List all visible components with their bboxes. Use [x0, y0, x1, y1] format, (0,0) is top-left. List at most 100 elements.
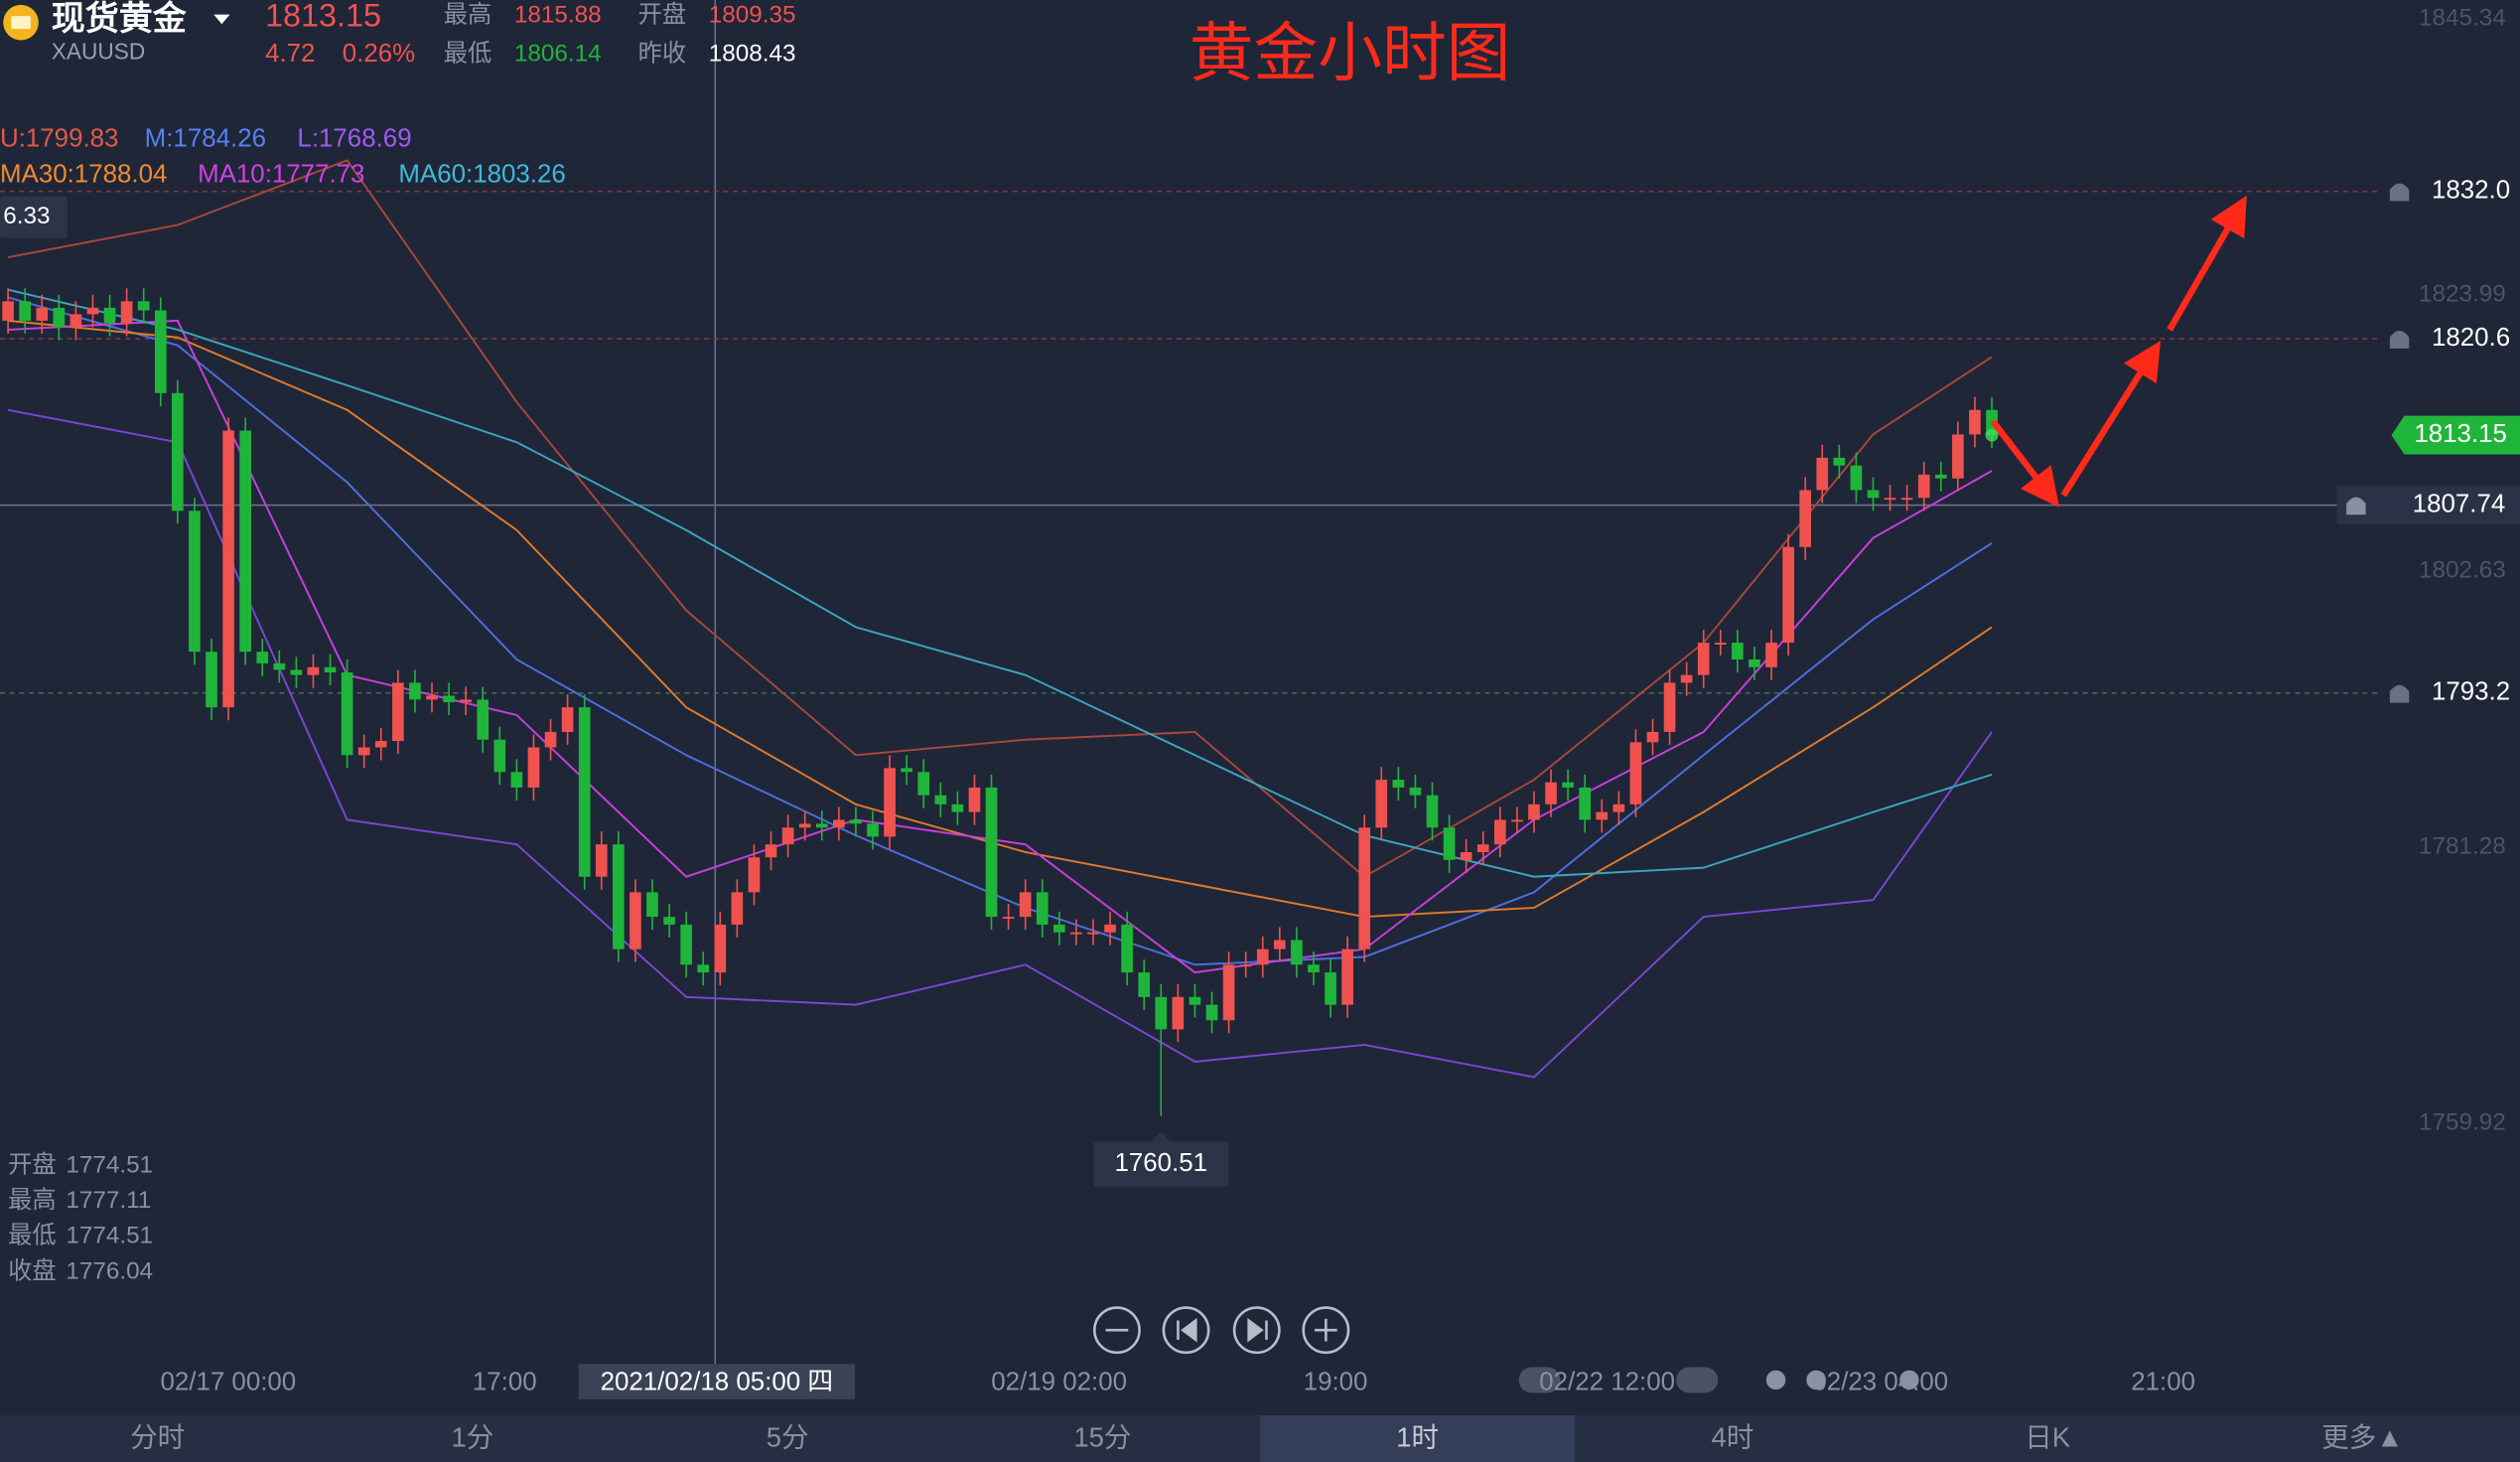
candle-body: [357, 747, 370, 756]
candle-body: [985, 787, 998, 918]
indicator-line: [7, 408, 1993, 1079]
x-axis-label: 21:00: [2131, 1368, 2195, 1395]
toggle[interactable]: [1806, 1370, 1826, 1390]
candle-body: [460, 699, 472, 702]
annotation-arrow: [2167, 195, 2247, 332]
tab-label[interactable]: 1分: [451, 1422, 493, 1453]
candle-body: [1680, 674, 1693, 683]
candle-body: [1732, 643, 1744, 660]
candle-body: [1952, 434, 1964, 479]
candle-body: [1070, 932, 1082, 935]
candle-body: [206, 652, 217, 708]
x-axis-label: 2021/02/18 05:00 四: [601, 1368, 834, 1395]
tab[interactable]: [1890, 1415, 2205, 1462]
toggle[interactable]: [1765, 1370, 1786, 1390]
candle-body: [1749, 659, 1760, 667]
toggle[interactable]: [1518, 1367, 1561, 1393]
candle-body: [714, 924, 727, 973]
alert-label: 1820.6: [2432, 324, 2510, 352]
candle-body: [1765, 643, 1777, 667]
instrument-name[interactable]: 现货黄金: [52, 0, 188, 38]
tab[interactable]: [1575, 1415, 1890, 1462]
toggle[interactable]: [1676, 1367, 1719, 1393]
candle-body: [477, 699, 490, 740]
candle-body: [1782, 546, 1794, 644]
change-pct: 0.26%: [343, 40, 415, 68]
candle-body: [527, 747, 540, 788]
tab-label[interactable]: 分时: [130, 1422, 185, 1453]
toggle[interactable]: [1899, 1370, 1919, 1390]
zoom-in[interactable]: [1302, 1306, 1350, 1355]
candle-body: [324, 666, 337, 673]
y-tick-label: 1823.99: [2419, 280, 2506, 307]
candle-body: [1291, 940, 1303, 965]
tab[interactable]: [944, 1415, 1260, 1462]
tab[interactable]: [630, 1415, 945, 1462]
candle-body: [798, 823, 811, 828]
low-marker-label: 1760.51: [1115, 1149, 1208, 1177]
x-axis-label: 02/17 00:00: [160, 1368, 296, 1395]
candle-body: [901, 768, 912, 773]
candle-body: [86, 307, 99, 315]
candle-body: [815, 823, 828, 828]
candle-body: [137, 301, 150, 311]
candle-body: [1222, 964, 1235, 1021]
candle-body: [273, 662, 286, 670]
tab-label[interactable]: 4时: [1711, 1422, 1753, 1453]
bell-icon: [2346, 497, 2366, 515]
candle-body: [1934, 474, 1947, 479]
info-value: 1774.51: [66, 1151, 153, 1178]
bell-icon: [2389, 183, 2410, 202]
candle-body: [256, 652, 269, 663]
candle-body: [595, 844, 608, 877]
tab-label[interactable]: 5分: [767, 1422, 809, 1453]
info-label: 开盘: [8, 1151, 57, 1178]
candle-body: [867, 823, 879, 837]
crosshair-label: 1807.74: [2413, 490, 2506, 517]
candle-body: [290, 669, 303, 675]
candle-body: [680, 924, 692, 965]
label: 最高: [444, 2, 492, 29]
candle-body: [409, 682, 421, 700]
candle-body: [19, 301, 31, 321]
info-value: 1774.51: [66, 1223, 153, 1249]
value: 1806.14: [514, 40, 602, 67]
candle-body: [103, 307, 116, 324]
y-tick-label: 1759.92: [2419, 1109, 2506, 1136]
candle-body: [1545, 782, 1557, 804]
candle-body: [1308, 964, 1320, 973]
tab-label[interactable]: 1时: [1396, 1422, 1439, 1453]
tab-label[interactable]: 日K: [2025, 1422, 2071, 1453]
candle-body: [1867, 490, 1880, 499]
candle-body: [1358, 827, 1371, 950]
label: 最低: [444, 40, 492, 67]
low-marker-pointer: [1151, 1131, 1172, 1142]
change: 4.72: [265, 40, 315, 68]
step-back[interactable]: [1162, 1306, 1210, 1355]
icon: [1247, 1317, 1264, 1343]
crosshair-box: [2336, 486, 2520, 524]
tab-label[interactable]: 15分: [1073, 1422, 1131, 1453]
candle-body: [646, 892, 658, 918]
label: 开盘: [638, 2, 687, 29]
candle-body: [765, 844, 777, 858]
x-axis-label: 02/19 02:00: [991, 1368, 1127, 1395]
zoom-out[interactable]: [1092, 1306, 1141, 1355]
candle-body: [1884, 498, 1896, 501]
candle-body: [748, 857, 761, 893]
tab[interactable]: [0, 1415, 316, 1462]
step-forward[interactable]: [1232, 1306, 1281, 1355]
candle-body: [70, 314, 82, 328]
candle-body: [951, 804, 964, 812]
dropdown-arrow[interactable]: [213, 14, 230, 25]
candle-body: [1155, 996, 1168, 1030]
tab[interactable]: [315, 1415, 630, 1462]
tab-label[interactable]: 更多▲: [2321, 1422, 2403, 1453]
alert-label: 1832.0: [2432, 177, 2510, 205]
candle-body: [443, 695, 455, 702]
tab[interactable]: [2204, 1415, 2520, 1462]
tab[interactable]: [1260, 1415, 1576, 1462]
last-price-label: 1813.15: [2414, 420, 2507, 448]
candle-body: [239, 430, 251, 653]
indicator-legend: L:1768.69: [297, 125, 411, 153]
